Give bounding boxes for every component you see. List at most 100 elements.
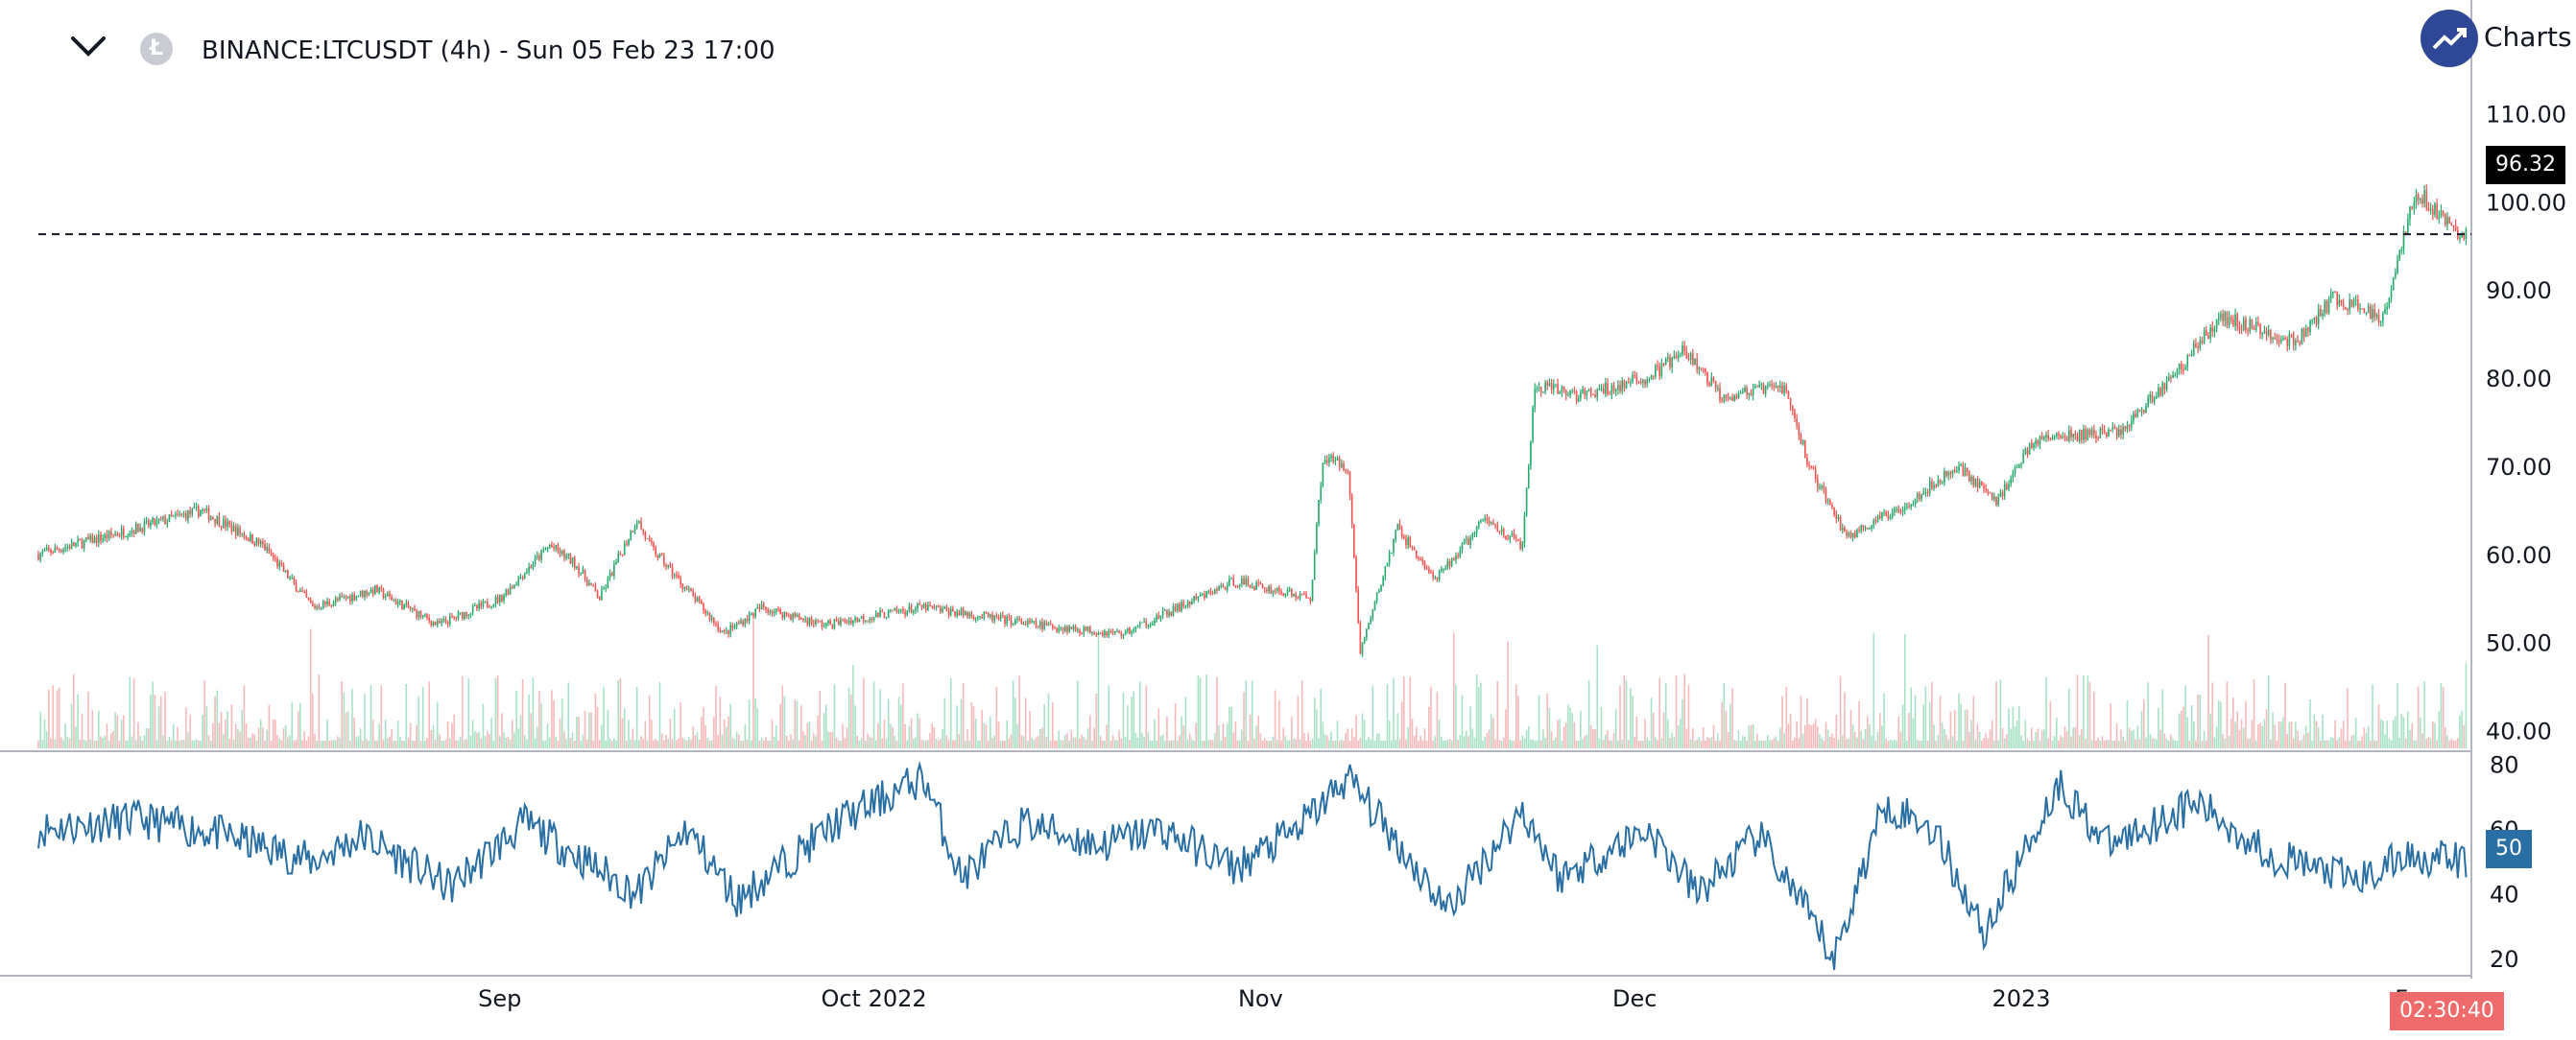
volume-bar: [860, 738, 863, 748]
candle-body: [1945, 471, 1947, 476]
volume-bar: [2115, 722, 2118, 748]
candle-body: [2120, 429, 2122, 435]
volume-bar: [247, 738, 250, 748]
candle-body: [2402, 231, 2405, 250]
candle-body: [1694, 358, 1696, 366]
volume-bar: [2209, 713, 2211, 748]
volume-bar: [1037, 735, 1039, 748]
candle-body: [368, 593, 370, 596]
volume-bar: [41, 740, 44, 748]
volume-bar: [154, 694, 156, 748]
candle-body: [2151, 394, 2154, 403]
candle-body: [892, 609, 894, 611]
candle-body: [646, 538, 649, 540]
volume-bar: [164, 692, 166, 748]
candle-body: [131, 530, 133, 534]
volume-bar: [1519, 740, 1521, 748]
candle-body: [2099, 428, 2102, 439]
candle-body: [1461, 543, 1464, 551]
candle-body: [949, 608, 952, 616]
volume-bar: [775, 725, 777, 748]
volume-bar: [446, 721, 449, 748]
candle-body: [2117, 429, 2120, 437]
candle-body: [2432, 208, 2434, 215]
volume-bar: [1313, 697, 1316, 748]
volume-bar: [187, 732, 189, 748]
volume-bar: [1318, 738, 1320, 748]
chevron-down-icon[interactable]: [67, 27, 109, 65]
candle-body: [678, 575, 680, 579]
volume-bar: [1825, 721, 1827, 748]
volume-bar: [64, 723, 66, 748]
volume-bar: [1517, 696, 1519, 748]
volume-bar: [2211, 682, 2214, 748]
volume-bar: [1407, 727, 1409, 748]
candle-body: [184, 513, 187, 520]
logo-text[interactable]: Charts: [2484, 21, 2572, 53]
candle-body: [70, 542, 73, 550]
candle-body: [1134, 626, 1137, 630]
volume-bar: [561, 697, 563, 748]
volume-bar: [1305, 740, 1307, 748]
volume-bar: [1311, 738, 1314, 748]
candle-body: [1072, 626, 1075, 629]
candle-body: [1400, 529, 1403, 536]
volume-bar: [931, 722, 934, 748]
candle-body: [940, 606, 942, 612]
candle-body: [551, 545, 553, 548]
volume-bar: [2388, 738, 2391, 748]
volume-bar: [2106, 740, 2108, 748]
candle-body: [917, 603, 918, 609]
volume-bar: [1010, 734, 1013, 748]
candle-body: [222, 519, 225, 528]
volume-bar: [1580, 710, 1582, 748]
candle-body: [821, 621, 823, 627]
volume-bar: [1706, 737, 1708, 748]
volume-bar: [1837, 739, 1840, 748]
candle-body: [370, 589, 372, 594]
volume-bar: [1781, 696, 1783, 748]
candle-body: [1860, 525, 1863, 532]
candle-body: [2074, 434, 2077, 437]
volume-bar: [1756, 733, 1758, 748]
volume-bar: [1712, 724, 1715, 748]
candle-body: [2203, 330, 2206, 343]
volume-bar: [1324, 734, 1326, 748]
candle-body: [205, 508, 208, 510]
candle-body: [1368, 623, 1370, 629]
trending-up-icon[interactable]: [2421, 10, 2478, 67]
volume-bar: [482, 703, 485, 748]
candle-body: [1767, 385, 1769, 387]
volume-bar: [1866, 716, 1869, 748]
volume-bar: [858, 740, 861, 748]
volume-bar: [1373, 740, 1376, 748]
volume-bar: [1953, 709, 1956, 748]
volume-bar: [182, 740, 185, 748]
candle-body: [1789, 398, 1792, 406]
volume-bar: [189, 715, 191, 748]
candle-body: [929, 604, 931, 606]
volume-bar: [2224, 738, 2227, 748]
volume-bar: [796, 700, 799, 748]
volume-bar: [585, 739, 588, 748]
volume-bar: [1924, 686, 1927, 748]
volume-bar: [1507, 641, 1509, 748]
volume-bar: [122, 715, 125, 748]
volume-bar: [653, 740, 655, 748]
volume-bar: [39, 711, 41, 748]
volume-bar: [991, 738, 993, 748]
candle-body: [162, 516, 164, 520]
candle-body: [1049, 624, 1052, 626]
candle-body: [1968, 471, 1970, 482]
volume-bar: [968, 740, 971, 748]
volume-bar: [2172, 739, 2174, 748]
volume-bar: [1505, 709, 1507, 748]
volume-bar: [1220, 740, 1223, 748]
candle-body: [823, 626, 825, 627]
candle-body: [1637, 381, 1640, 383]
volume-bar: [1418, 741, 1419, 748]
volume-bar: [2101, 736, 2104, 748]
candle-body: [1630, 382, 1632, 384]
candle-body: [2370, 306, 2372, 319]
